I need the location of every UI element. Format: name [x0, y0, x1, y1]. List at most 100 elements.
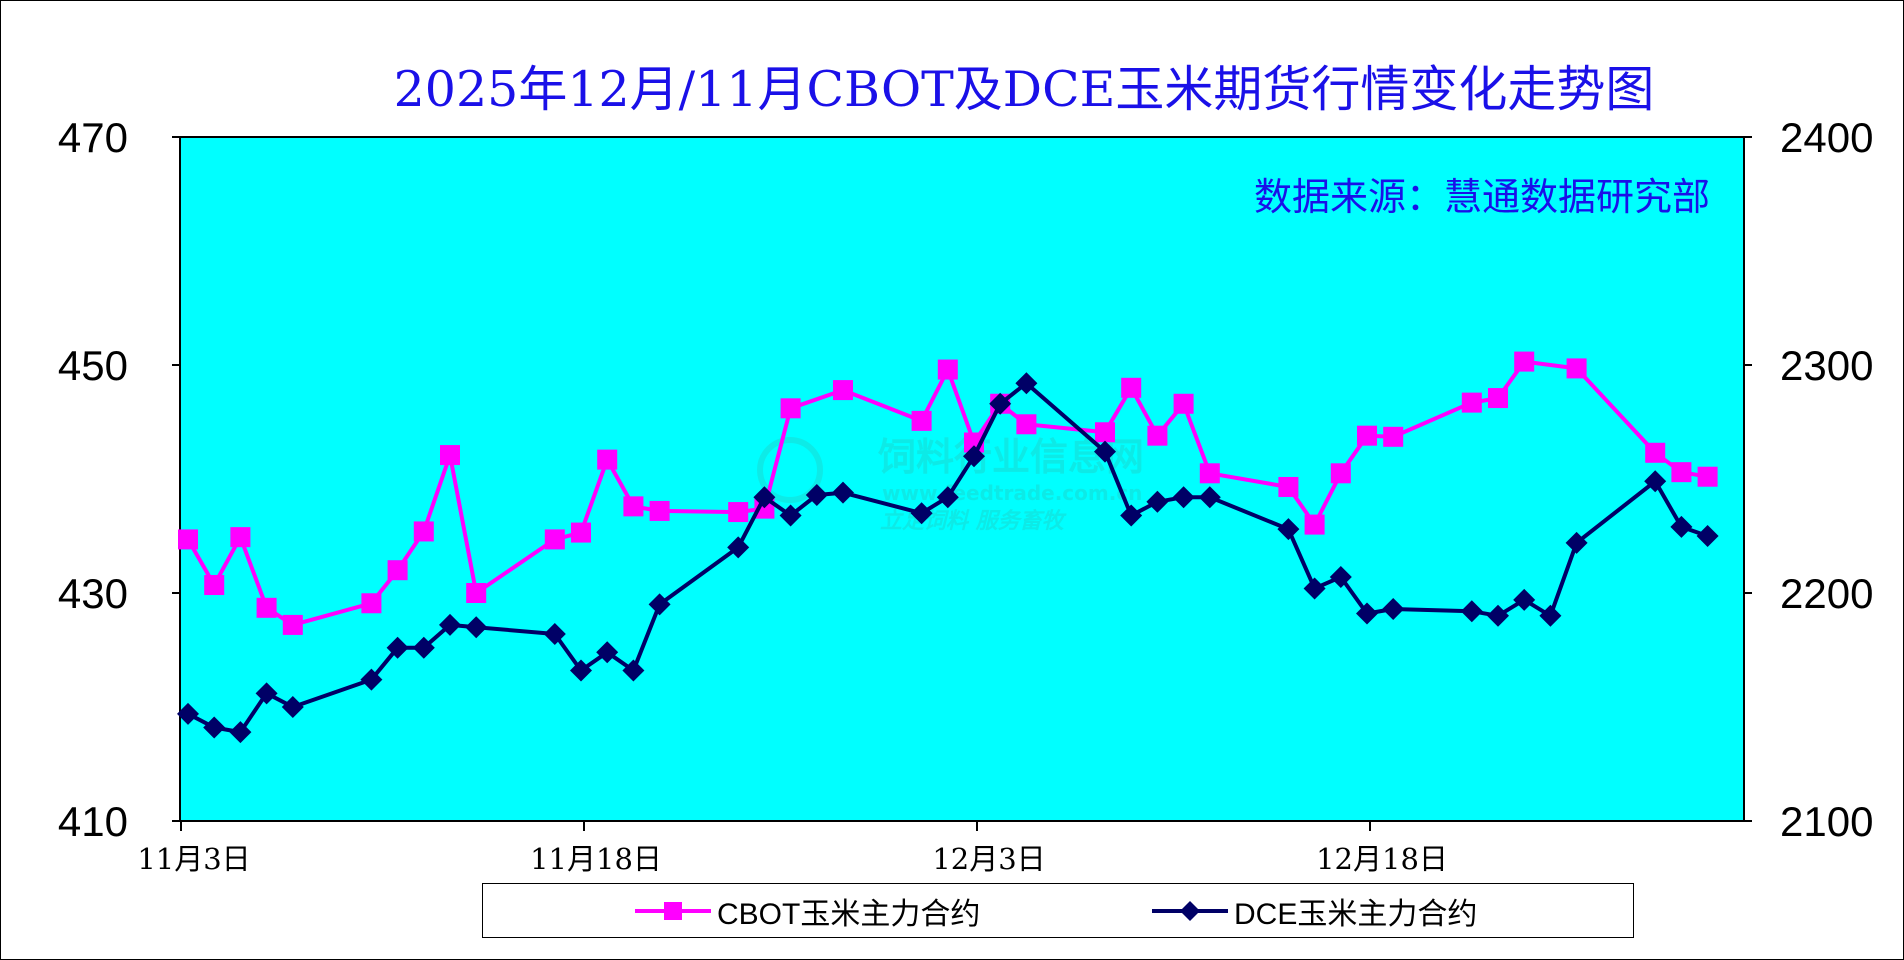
data-point-cbot [1304, 514, 1325, 535]
data-point-cbot [1173, 393, 1194, 414]
chart-title: 2025年12月/11月CBOT及DCE玉米期货行情变化走势图 [393, 61, 1655, 118]
data-point-cbot [1514, 351, 1535, 372]
data-point-dce [255, 682, 278, 705]
legend: CBOT玉米主力合约 DCE玉米主力合约 [482, 883, 1634, 938]
data-point-cbot [282, 614, 303, 635]
y-left-tick-label: 410 [58, 798, 128, 845]
data-point-cbot [1330, 463, 1351, 484]
data-point-dce [1487, 604, 1509, 627]
data-source-note: 数据来源：慧通数据研究部 [1254, 175, 1710, 219]
data-point-cbot [937, 359, 958, 380]
data-point-cbot [544, 529, 565, 550]
data-point-cbot [1147, 425, 1168, 446]
data-point-cbot [571, 522, 591, 543]
data-point-dce [412, 636, 435, 659]
data-point-dce [1565, 531, 1588, 554]
data-point-dce [1539, 604, 1562, 627]
plot-area [179, 136, 1745, 822]
data-point-dce [989, 392, 1012, 415]
data-point-dce [1670, 515, 1693, 538]
data-point-dce [1356, 602, 1378, 625]
data-point-dce [229, 721, 252, 744]
legend-item-dce: DCE玉米主力合约 [1150, 884, 1477, 937]
data-point-dce [281, 696, 304, 718]
data-point-cbot [1671, 462, 1692, 483]
data-point-cbot [1383, 426, 1404, 447]
data-point-cbot [361, 593, 382, 614]
data-point-dce [1172, 486, 1195, 509]
data-point-dce [1120, 504, 1143, 527]
data-point-dce [727, 536, 750, 559]
data-point-cbot [413, 521, 434, 542]
data-point-dce [963, 445, 985, 468]
data-point-dce [1303, 577, 1326, 600]
data-point-dce [648, 593, 671, 616]
data-point-cbot [623, 496, 644, 517]
data-point-dce [1094, 440, 1116, 463]
watermark-url: www.feedtrade.com.cn [882, 481, 1142, 505]
watermark-logo-icon [757, 437, 823, 503]
data-point-cbot [1278, 476, 1299, 497]
x-tick-label: 11月18日 [530, 842, 662, 876]
data-point-dce [1329, 566, 1352, 589]
data-point-dce [936, 486, 959, 509]
data-point-dce [1015, 372, 1038, 395]
y-left-tick-label: 470 [58, 114, 128, 161]
series-layer [177, 351, 1719, 744]
x-tick-label: 12月18日 [1316, 842, 1448, 876]
data-point-cbot [1488, 388, 1508, 409]
data-point-dce [543, 623, 566, 646]
data-point-dce [360, 668, 383, 691]
data-point-dce [805, 483, 828, 506]
data-point-dce [1696, 525, 1719, 547]
x-tick-label: 11月3日 [137, 842, 250, 876]
data-point-dce [203, 716, 226, 739]
data-point-cbot [256, 597, 277, 618]
data-point-cbot [1645, 442, 1666, 463]
data-point-dce [1198, 486, 1221, 509]
data-point-cbot [649, 500, 670, 521]
data-point-dce [1146, 490, 1169, 513]
data-point-cbot [230, 527, 251, 548]
data-point-cbot [780, 398, 801, 419]
data-point-dce [779, 504, 802, 527]
data-point-cbot [387, 560, 408, 581]
y-right-tick-label: 2100 [1780, 798, 1873, 845]
data-point-dce [1513, 588, 1536, 611]
data-point-dce [1644, 470, 1667, 493]
data-point-cbot [728, 502, 749, 523]
x-tick-label: 12月3日 [932, 842, 1045, 876]
legend-item-cbot: CBOT玉米主力合约 [633, 884, 980, 937]
data-point-cbot [911, 410, 932, 431]
legend-swatch-cbot-icon [635, 901, 711, 920]
y-right-tick-label: 2200 [1780, 570, 1873, 617]
y-left-tick-label: 430 [58, 570, 128, 617]
data-point-cbot [1095, 422, 1115, 443]
data-point-dce [596, 641, 619, 664]
data-point-cbot [597, 449, 618, 470]
data-point-dce [910, 502, 933, 525]
data-point-cbot [440, 445, 460, 466]
data-point-dce [1382, 597, 1405, 620]
data-point-dce [832, 481, 854, 504]
data-point-cbot [1697, 466, 1718, 487]
data-point-dce [465, 616, 488, 639]
data-point-cbot [833, 380, 853, 401]
data-point-dce [177, 702, 199, 725]
data-point-cbot [204, 575, 225, 596]
y-right-tick-label: 2300 [1780, 342, 1873, 389]
data-point-dce [439, 613, 461, 636]
legend-label-dce: DCE玉米主力合约 [1234, 897, 1478, 931]
data-point-cbot [1461, 392, 1482, 413]
data-point-cbot [466, 583, 487, 603]
data-point-cbot [1357, 425, 1377, 446]
data-point-dce [622, 659, 645, 682]
y-left-tick-label: 450 [58, 342, 128, 389]
data-point-dce [1277, 518, 1300, 541]
axes: 470 450 430 410 2400 2300 2200 2100 11月3日 11月18日 1… [58, 114, 1874, 876]
data-point-cbot [1566, 358, 1587, 379]
data-point-dce [570, 659, 592, 682]
data-point-cbot [1016, 414, 1037, 435]
watermark-slogan: 立足饲料 服务畜牧 [880, 508, 1068, 534]
